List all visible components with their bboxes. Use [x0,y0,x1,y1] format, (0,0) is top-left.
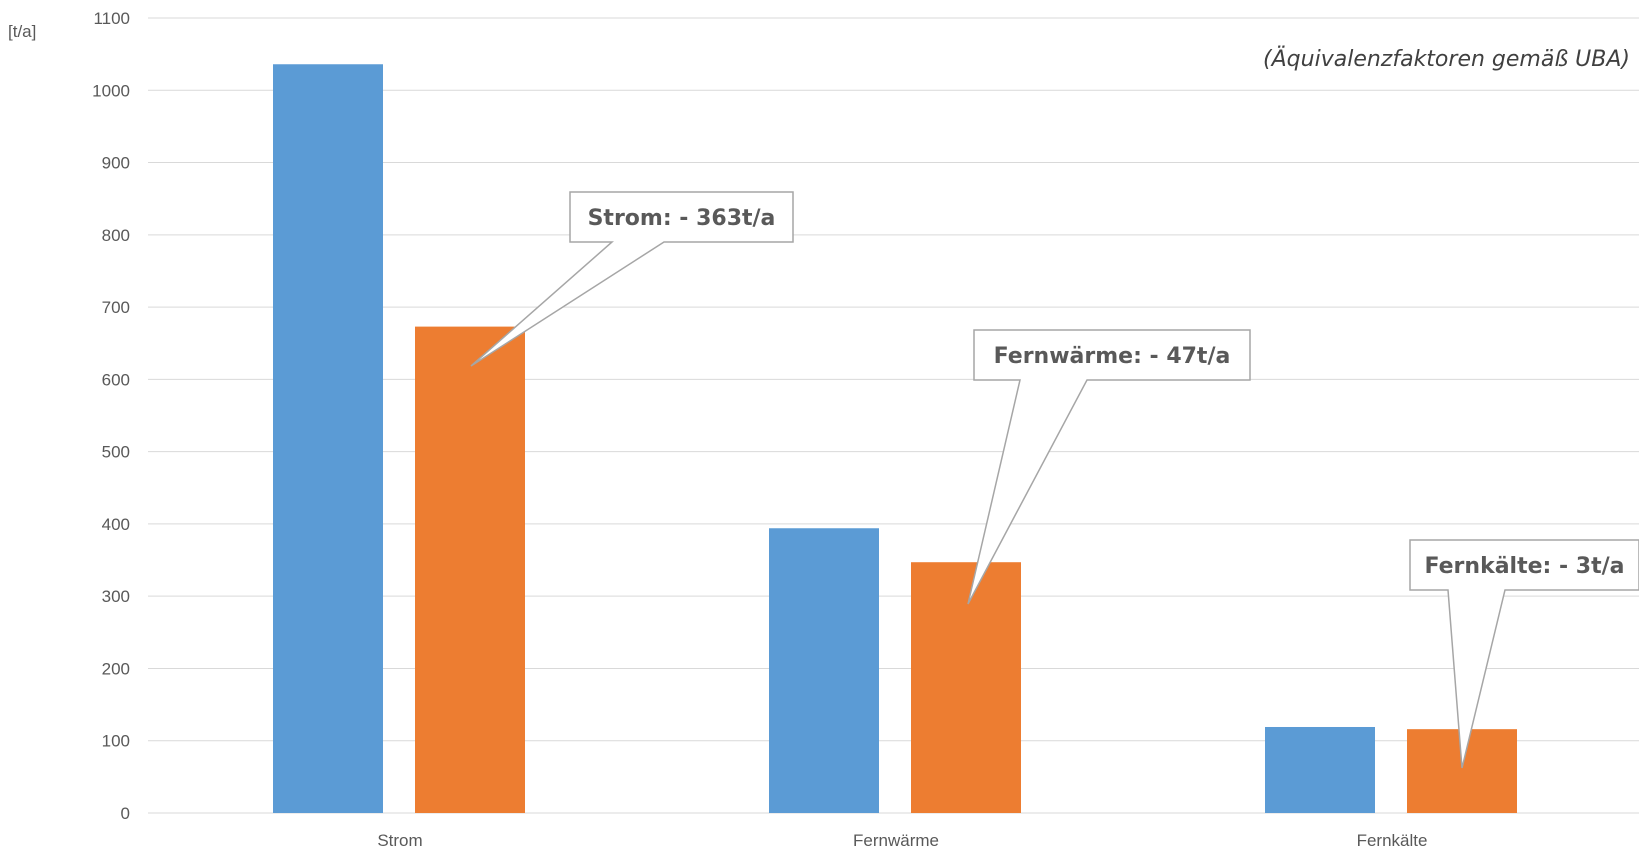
callout-label: Strom: - 363t/a [588,206,776,231]
x-axis-ticks: Strom Fernwärme Fernkälte [377,831,1427,850]
callouts: Strom: - 363t/a Fernwärme: - 47t/a Fernkäl… [470,191,1639,769]
y-tick-label: 500 [102,443,130,462]
y-tick-label: 200 [102,659,130,678]
y-tick-label: 1100 [93,9,130,28]
bar-strom-series-1 [273,64,383,814]
y-tick-label: 1000 [92,81,130,100]
callout-bubble [967,329,1251,605]
callout: Fernwärme: - 47t/a [967,329,1251,605]
y-tick-label: 600 [102,370,130,389]
x-tick-label: Fernkälte [1357,831,1428,850]
y-tick-label: 300 [102,587,130,606]
x-tick-label: Strom [377,831,422,850]
y-tick-label: 0 [121,804,130,823]
callout: Strom: - 363t/a [470,191,794,367]
callout-bubble [470,191,794,367]
bar-fernkälte-series-1 [1265,726,1375,813]
y-axis-ticks: 0 100 200 300 400 500 600 700 800 900 1000 1100 [92,9,130,823]
y-tick-label: 900 [102,154,130,173]
y-tick-label: 100 [102,732,130,751]
bars [273,64,1517,814]
y-tick-label: 400 [102,515,130,534]
annotation-note: (Äquivalenzfaktoren gemäß UBA) [1263,46,1630,72]
y-tick-label: 700 [102,298,130,317]
bar-strom-series-2 [415,326,525,813]
y-axis-unit-label: [t/a] [8,22,36,41]
callout: Fernkälte: - 3t/a [1409,539,1639,769]
bar-fernwärme-series-2 [911,562,1021,813]
y-tick-label: 800 [102,226,130,245]
callout-bubble [1409,539,1639,769]
x-tick-label: Fernwärme [853,831,939,850]
callout-label: Fernkälte: - 3t/a [1425,554,1625,579]
bar-fernwärme-series-1 [769,528,879,813]
callout-label: Fernwärme: - 47t/a [994,344,1231,369]
gridlines [148,17,1639,814]
